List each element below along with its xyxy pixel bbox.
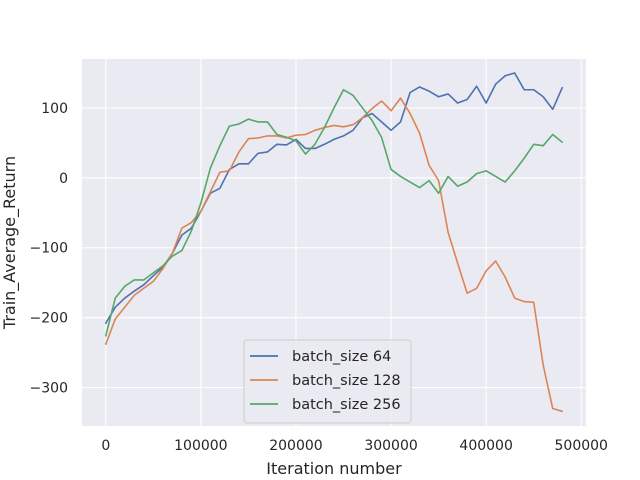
y-tick-label: −200 [30, 311, 68, 327]
x-tick-label: 500000 [555, 438, 608, 454]
y-tick-label: −300 [30, 381, 68, 397]
x-axis-ticks: 0 100000 200000 300000 400000 500000 [101, 438, 608, 454]
y-axis-ticks: −300 −200 −100 0 100 [30, 101, 68, 397]
x-tick-label: 400000 [459, 438, 512, 454]
x-tick-label: 300000 [364, 438, 417, 454]
series-line-batch-size-64 [104, 72, 564, 325]
legend-label-batch-size-256: batch_size 256 [292, 397, 401, 413]
series-line-batch-size-128 [104, 97, 564, 413]
y-tick-label: −100 [30, 241, 68, 257]
y-tick-label: 0 [59, 171, 68, 187]
legend-label-batch-size-64: batch_size 64 [292, 349, 391, 365]
legend-box [243, 339, 412, 424]
series-lines [104, 72, 564, 413]
x-tick-label: 100000 [174, 438, 227, 454]
series-line-batch-size-256 [104, 88, 564, 337]
x-axis-label: Iteration number [266, 459, 402, 478]
legend-label-batch-size-128: batch_size 128 [292, 373, 401, 389]
x-tick-label: 200000 [269, 438, 322, 454]
y-tick-label: 100 [41, 101, 68, 117]
legend: batch_size 64 batch_size 128 batch_size … [243, 339, 412, 424]
x-tick-label: 0 [101, 438, 110, 454]
y-axis-label: Train_Average_Return [0, 156, 20, 330]
